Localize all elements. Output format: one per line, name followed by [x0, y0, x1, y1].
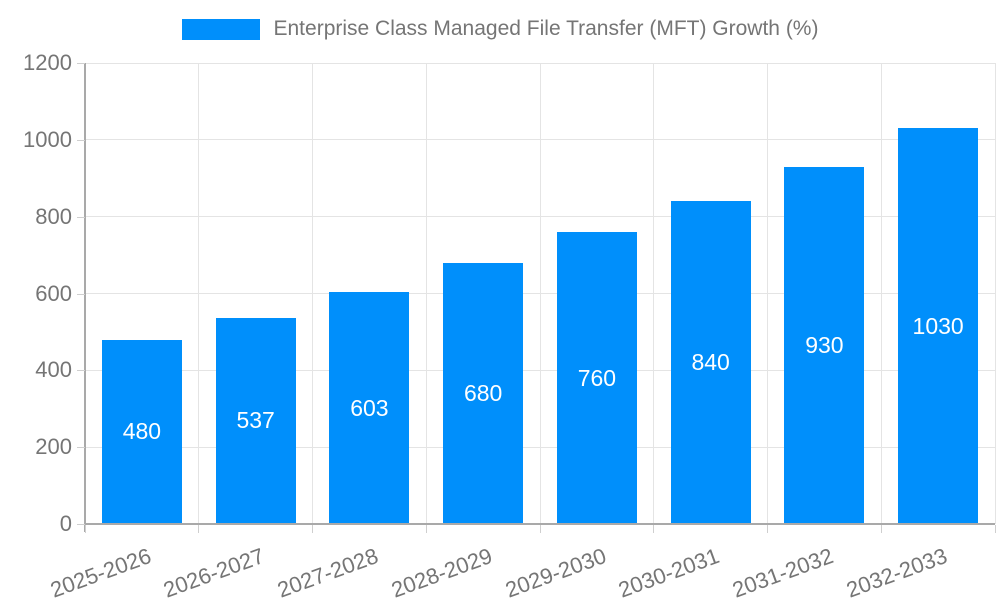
- x-tick-mark: [312, 525, 313, 533]
- x-tick-mark: [84, 525, 86, 533]
- y-tick-label: 1200: [23, 50, 72, 75]
- x-tick-label: 2031-2032: [729, 543, 837, 600]
- x-tick-mark: [653, 525, 655, 533]
- x-tick-label: 2027-2028: [274, 543, 382, 600]
- bar-value-label: 603: [350, 394, 389, 421]
- y-tick-label: 400: [35, 357, 72, 383]
- v-gridline: [767, 63, 768, 524]
- bar-2031-2032[interactable]: 930: [784, 166, 865, 524]
- y-tick-label: 600: [35, 280, 72, 306]
- bar-2026-2027[interactable]: 537: [215, 317, 296, 524]
- bar-value-label: 680: [463, 379, 503, 406]
- bar-2029-2030[interactable]: 760: [556, 232, 637, 524]
- bar-value-label: 760: [577, 364, 617, 391]
- bar-value-label: 1030: [912, 312, 964, 339]
- bar-value-label: 537: [236, 407, 275, 434]
- x-tick-label: 2032-2033: [842, 543, 951, 600]
- bar-value-label: 840: [691, 349, 730, 376]
- x-tick-mark: [425, 525, 427, 533]
- v-gridline: [198, 63, 200, 524]
- y-tick-mark: [77, 370, 85, 372]
- x-tick-label: 2025-2026: [46, 543, 155, 600]
- v-gridline: [425, 63, 427, 524]
- bar-2028-2029[interactable]: 680: [443, 262, 524, 524]
- plot-area: 480 537 603 680 760 840 930 1030: [85, 62, 996, 524]
- bar-value-label: 930: [805, 331, 844, 358]
- v-gridline: [539, 63, 541, 524]
- y-tick-mark: [77, 216, 85, 218]
- legend-label: Enterprise Class Managed File Transfer (…: [273, 17, 819, 40]
- x-axis-line: [85, 523, 995, 525]
- y-tick-mark: [77, 293, 85, 295]
- y-tick-label: 200: [35, 434, 72, 460]
- bar-2030-2031[interactable]: 840: [670, 201, 751, 524]
- x-tick-label: 2026-2027: [160, 543, 268, 600]
- bar-value-label: 480: [122, 418, 162, 445]
- y-tick-label: 0: [59, 511, 72, 536]
- x-tick-mark: [880, 525, 882, 533]
- v-gridline: [880, 63, 882, 524]
- x-tick-label: 2029-2030: [501, 543, 610, 600]
- x-tick-mark: [767, 525, 768, 533]
- x-tick-mark: [539, 525, 541, 533]
- y-tick-label: 1000: [23, 126, 72, 152]
- x-tick-label: 2028-2029: [387, 543, 496, 600]
- legend-swatch: [181, 18, 260, 40]
- y-tick-mark: [77, 447, 85, 449]
- legend-item[interactable]: Enterprise Class Managed File Transfer (…: [0, 17, 1000, 41]
- v-gridline: [312, 63, 313, 524]
- x-tick-label: 2030-2031: [615, 543, 723, 600]
- bar-2027-2028[interactable]: 603: [329, 292, 410, 524]
- bar-2025-2026[interactable]: 480: [101, 339, 182, 524]
- v-gridline: [994, 63, 996, 524]
- v-gridline: [653, 63, 655, 524]
- y-tick-mark: [77, 524, 85, 525]
- y-axis-line: [84, 63, 86, 532]
- y-tick-mark: [77, 139, 85, 141]
- y-tick-label: 800: [35, 203, 72, 229]
- x-tick-mark: [198, 525, 200, 533]
- y-tick-mark: [77, 63, 85, 64]
- bar-2032-2033[interactable]: 1030: [898, 128, 979, 524]
- x-tick-mark: [994, 525, 996, 533]
